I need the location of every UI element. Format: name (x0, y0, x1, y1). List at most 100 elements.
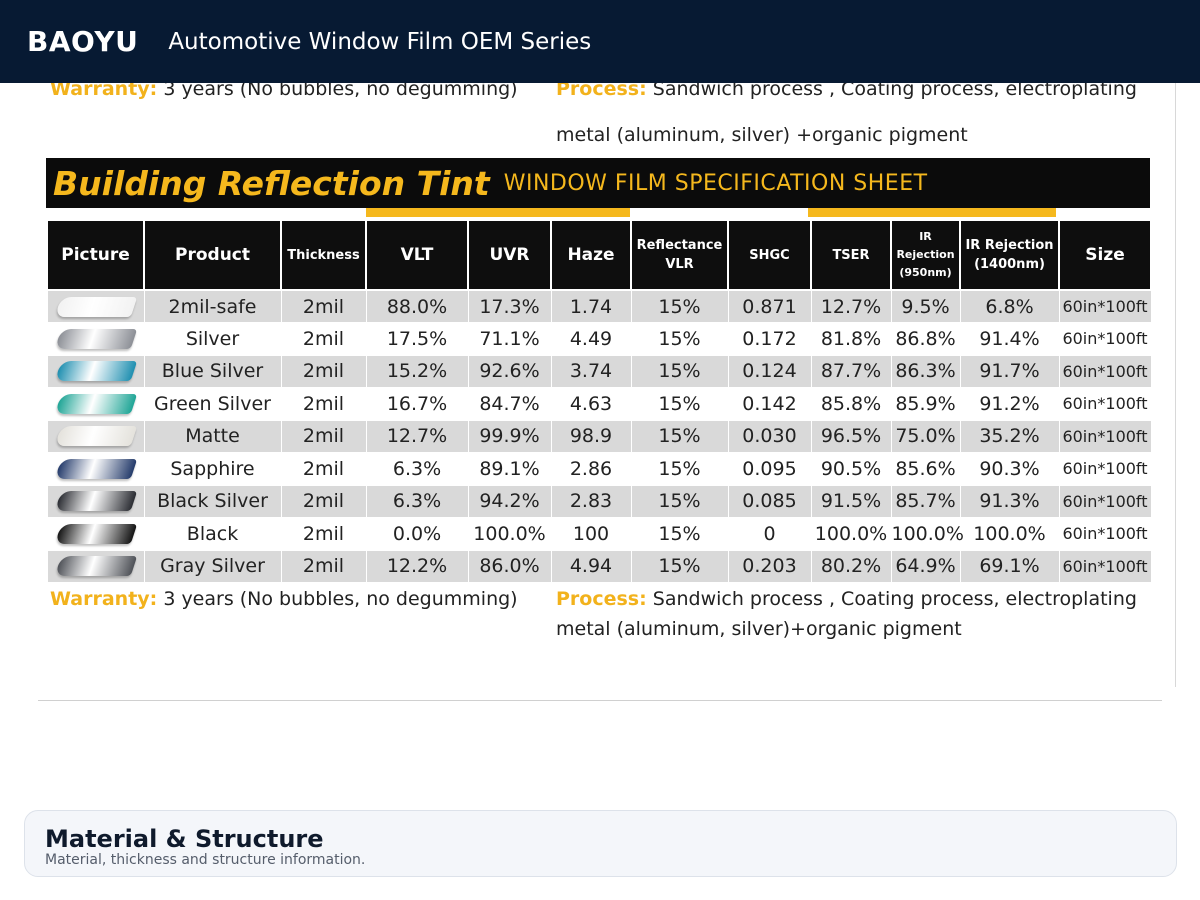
banner-title: Building Reflection Tint (53, 163, 490, 203)
cell-thickness: 2mil (280, 354, 367, 388)
brand-logo[interactable]: BAOYU (27, 25, 139, 58)
bottom-process-line1: Sandwich process , Coating process, elec… (652, 588, 1137, 610)
cell-ir1400: 91.2% (959, 387, 1060, 421)
material-structure-card[interactable]: Material & Structure Material, thickness… (24, 810, 1177, 877)
card-description: Material, thickness and structure inform… (45, 852, 366, 868)
top-process-line1: Sandwich process , Coating process, elec… (652, 83, 1137, 100)
cell-ir1400: 100.0% (959, 517, 1060, 551)
cell-picture (46, 517, 145, 551)
table-row: Black 2mil 0.0% 100.0% 100 15% 0 100.0% 100.0% 10… (46, 517, 1152, 551)
cell-haze: 4.63 (550, 387, 632, 421)
cell-reflectance: 15% (630, 419, 729, 453)
cell-uvr: 71.1% (467, 322, 552, 356)
film-swatch-icon (54, 426, 137, 447)
cell-product: Blue Silver (143, 354, 282, 388)
cell-thickness: 2mil (280, 452, 367, 486)
cell-size: 60in*100ft (1058, 289, 1152, 323)
cell-tser: 90.5% (810, 452, 892, 486)
cell-thickness: 2mil (280, 517, 367, 551)
cell-product: 2mil-safe (143, 289, 282, 323)
col-header-tser: TSER (810, 219, 892, 291)
table-row: Gray Silver 2mil 12.2% 86.0% 4.94 15% 0.203 80.… (46, 549, 1152, 583)
cell-haze: 3.74 (550, 354, 632, 388)
col-header-shgc: SHGC (727, 219, 812, 291)
cell-size: 60in*100ft (1058, 354, 1152, 388)
table-row: Green Silver 2mil 16.7% 84.7% 4.63 15% 0.142 85… (46, 387, 1152, 421)
table-header-row: Picture Product Thickness VLT UVR Haze R… (46, 219, 1152, 291)
table-row: Black Silver 2mil 6.3% 94.2% 2.83 15% 0.085 91.… (46, 484, 1152, 518)
cell-ir950: 75.0% (890, 419, 961, 453)
film-swatch-icon (54, 328, 137, 349)
cell-ir950: 64.9% (890, 549, 961, 583)
cell-uvr: 89.1% (467, 452, 552, 486)
cell-ir950: 85.6% (890, 452, 961, 486)
cell-shgc: 0.142 (727, 387, 812, 421)
spec-sheet-image: Warranty: 3 years (No bubbles, no degumm… (38, 83, 1176, 687)
cell-ir950: 86.8% (890, 322, 961, 356)
banner-subtitle: WINDOW FILM SPECIFICATION SHEET (503, 170, 928, 196)
cell-tser: 87.7% (810, 354, 892, 388)
cell-uvr: 92.6% (467, 354, 552, 388)
cell-reflectance: 15% (630, 322, 729, 356)
cell-haze: 4.94 (550, 549, 632, 583)
cell-reflectance: 15% (630, 452, 729, 486)
cell-haze: 4.49 (550, 322, 632, 356)
cell-ir1400: 91.4% (959, 322, 1060, 356)
cell-ir1400: 6.8% (959, 289, 1060, 323)
cell-shgc: 0.172 (727, 322, 812, 356)
cell-ir950: 86.3% (890, 354, 961, 388)
table-row: 2mil-safe 2mil 88.0% 17.3% 1.74 15% 0.871 12.7%… (46, 289, 1152, 323)
bottom-warranty-label: Warranty: (50, 588, 158, 610)
film-swatch-icon (54, 556, 137, 577)
top-warranty-label: Warranty: (50, 83, 158, 100)
cell-uvr: 100.0% (467, 517, 552, 551)
cell-thickness: 2mil (280, 387, 367, 421)
cell-shgc: 0.124 (727, 354, 812, 388)
cell-haze: 2.83 (550, 484, 632, 518)
spec-banner: Building Reflection Tint WINDOW FILM SPE… (46, 158, 1150, 208)
cell-ir950: 9.5% (890, 289, 961, 323)
cell-vlt: 12.7% (365, 419, 469, 453)
cell-vlt: 17.5% (365, 322, 469, 356)
bottom-warranty-text: 3 years (No bubbles, no degumming) (163, 588, 518, 610)
accent-bar-right (808, 208, 1056, 217)
cell-size: 60in*100ft (1058, 517, 1152, 551)
bottom-process-line2: metal (aluminum, silver)+organic pigment (556, 618, 962, 640)
cell-picture (46, 354, 145, 388)
cell-thickness: 2mil (280, 549, 367, 583)
cell-picture (46, 387, 145, 421)
cell-vlt: 88.0% (365, 289, 469, 323)
cell-ir1400: 35.2% (959, 419, 1060, 453)
cell-shgc: 0.871 (727, 289, 812, 323)
cell-size: 60in*100ft (1058, 419, 1152, 453)
cell-haze: 100 (550, 517, 632, 551)
cell-shgc: 0.030 (727, 419, 812, 453)
col-header-ir950: IR Rejection (950nm) (890, 219, 961, 291)
top-warranty-text: 3 years (No bubbles, no degumming) (163, 83, 518, 100)
cell-reflectance: 15% (630, 484, 729, 518)
film-swatch-icon (54, 296, 137, 317)
cell-picture (46, 549, 145, 583)
cell-product: Sapphire (143, 452, 282, 486)
cell-vlt: 0.0% (365, 517, 469, 551)
table-row: Matte 2mil 12.7% 99.9% 98.9 15% 0.030 96.5% 75.0… (46, 419, 1152, 453)
col-header-size: Size (1058, 219, 1152, 291)
cell-vlt: 6.3% (365, 452, 469, 486)
col-header-thickness: Thickness (280, 219, 367, 291)
bottom-process-label: Process: (556, 588, 647, 610)
cell-tser: 91.5% (810, 484, 892, 518)
cell-tser: 12.7% (810, 289, 892, 323)
cell-haze: 1.74 (550, 289, 632, 323)
cell-picture (46, 452, 145, 486)
col-header-haze: Haze (550, 219, 632, 291)
cell-ir950: 85.7% (890, 484, 961, 518)
cell-vlt: 15.2% (365, 354, 469, 388)
cell-size: 60in*100ft (1058, 549, 1152, 583)
cell-product: Matte (143, 419, 282, 453)
cell-tser: 85.8% (810, 387, 892, 421)
cell-tser: 80.2% (810, 549, 892, 583)
top-process-note: Process: Sandwich process , Coating proc… (556, 83, 1137, 100)
top-process-label: Process: (556, 83, 647, 100)
col-header-uvr: UVR (467, 219, 552, 291)
cell-size: 60in*100ft (1058, 322, 1152, 356)
